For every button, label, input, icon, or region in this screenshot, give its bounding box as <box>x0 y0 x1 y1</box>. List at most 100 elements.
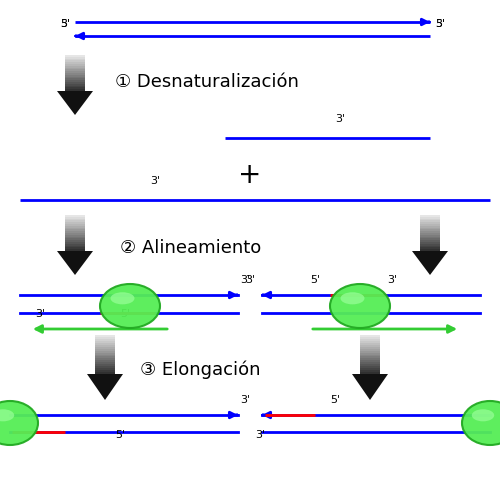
Text: 5': 5' <box>115 430 125 440</box>
Polygon shape <box>360 372 380 374</box>
Polygon shape <box>65 222 85 224</box>
Polygon shape <box>65 215 85 217</box>
Polygon shape <box>95 358 115 360</box>
Polygon shape <box>420 233 440 235</box>
Polygon shape <box>65 60 85 62</box>
Polygon shape <box>95 341 115 343</box>
Polygon shape <box>420 230 440 231</box>
Polygon shape <box>65 80 85 82</box>
Text: ③ Elongación: ③ Elongación <box>140 361 260 379</box>
Polygon shape <box>420 220 440 222</box>
Polygon shape <box>420 248 440 249</box>
Text: +: + <box>238 161 262 189</box>
Polygon shape <box>95 348 115 350</box>
Polygon shape <box>65 218 85 220</box>
Polygon shape <box>65 226 85 228</box>
Polygon shape <box>65 217 85 218</box>
Polygon shape <box>420 235 440 236</box>
Polygon shape <box>65 68 85 70</box>
Polygon shape <box>360 343 380 345</box>
Polygon shape <box>65 235 85 236</box>
Polygon shape <box>65 89 85 91</box>
Polygon shape <box>420 217 440 218</box>
Polygon shape <box>360 368 380 370</box>
Polygon shape <box>65 88 85 89</box>
Text: 3': 3' <box>150 176 160 186</box>
Text: 5': 5' <box>330 395 340 405</box>
Polygon shape <box>65 76 85 78</box>
Polygon shape <box>95 339 115 341</box>
Polygon shape <box>420 236 440 238</box>
Polygon shape <box>360 370 380 372</box>
Polygon shape <box>420 218 440 220</box>
Polygon shape <box>65 231 85 233</box>
Polygon shape <box>65 240 85 242</box>
Polygon shape <box>412 251 448 275</box>
Ellipse shape <box>462 401 500 445</box>
Polygon shape <box>360 339 380 341</box>
Polygon shape <box>360 350 380 352</box>
Polygon shape <box>420 215 440 217</box>
Ellipse shape <box>100 284 160 328</box>
Polygon shape <box>95 345 115 346</box>
Polygon shape <box>65 248 85 249</box>
Polygon shape <box>420 228 440 230</box>
Polygon shape <box>360 366 380 368</box>
Polygon shape <box>65 84 85 86</box>
Polygon shape <box>87 374 123 400</box>
Ellipse shape <box>0 409 14 422</box>
Polygon shape <box>65 64 85 66</box>
Polygon shape <box>65 66 85 68</box>
Polygon shape <box>65 82 85 84</box>
Polygon shape <box>360 337 380 339</box>
Polygon shape <box>65 238 85 240</box>
Polygon shape <box>420 226 440 228</box>
Polygon shape <box>65 70 85 71</box>
Polygon shape <box>65 233 85 235</box>
Polygon shape <box>95 360 115 362</box>
Polygon shape <box>65 58 85 60</box>
Polygon shape <box>420 240 440 242</box>
Polygon shape <box>57 91 93 115</box>
Polygon shape <box>95 354 115 356</box>
Polygon shape <box>420 224 440 226</box>
Polygon shape <box>65 78 85 80</box>
Polygon shape <box>65 75 85 76</box>
Polygon shape <box>95 362 115 364</box>
Text: 5': 5' <box>60 19 70 29</box>
Text: 3': 3' <box>60 19 70 29</box>
Polygon shape <box>420 242 440 244</box>
Polygon shape <box>360 362 380 364</box>
Polygon shape <box>420 244 440 246</box>
Polygon shape <box>65 86 85 87</box>
Polygon shape <box>95 343 115 345</box>
Polygon shape <box>95 368 115 370</box>
Polygon shape <box>360 360 380 362</box>
Polygon shape <box>65 224 85 226</box>
Polygon shape <box>420 222 440 224</box>
Ellipse shape <box>0 401 38 445</box>
Text: 3': 3' <box>240 395 250 405</box>
Text: 3': 3' <box>435 19 445 29</box>
Polygon shape <box>65 57 85 58</box>
Polygon shape <box>360 341 380 343</box>
Polygon shape <box>360 345 380 346</box>
Ellipse shape <box>330 284 390 328</box>
Polygon shape <box>65 228 85 230</box>
Polygon shape <box>360 352 380 354</box>
Text: 5': 5' <box>310 275 320 285</box>
Polygon shape <box>65 230 85 231</box>
Ellipse shape <box>340 292 364 304</box>
Text: ② Alineamiento: ② Alineamiento <box>120 239 261 257</box>
Text: 3': 3' <box>245 275 255 285</box>
Text: 3': 3' <box>335 114 345 124</box>
Text: 3': 3' <box>35 309 45 319</box>
Polygon shape <box>420 238 440 240</box>
Polygon shape <box>57 251 93 275</box>
Text: 3': 3' <box>255 430 265 440</box>
Text: 3': 3' <box>387 275 397 285</box>
Polygon shape <box>65 71 85 73</box>
Polygon shape <box>360 356 380 358</box>
Text: ① Desnaturalización: ① Desnaturalización <box>115 73 299 91</box>
Ellipse shape <box>472 409 494 422</box>
